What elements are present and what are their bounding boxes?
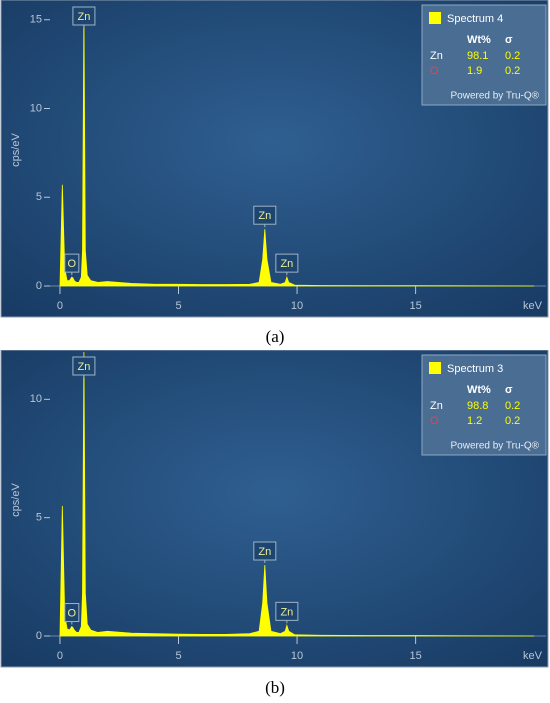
spectrum	[59, 9, 535, 287]
annotation-box	[72, 356, 96, 376]
annotation: Zn	[258, 546, 271, 558]
annotation-box	[253, 541, 277, 561]
legend-element: Zn	[430, 400, 443, 412]
y-tick-label: 0	[36, 630, 42, 642]
x-tick-label: 0	[57, 650, 63, 662]
y-tick-label: 5	[36, 191, 42, 203]
caption: (a)	[265, 327, 285, 346]
annotation: Zn	[77, 361, 90, 373]
y-axis-label: cps/eV	[10, 133, 22, 167]
annotation: O	[68, 607, 77, 619]
y-tick-label: 5	[36, 512, 42, 524]
legend-footer: Powered by Tru-Q®	[450, 441, 539, 452]
annotation-box	[72, 6, 96, 26]
y-tick-label: 10	[30, 102, 42, 114]
spectrum	[59, 351, 535, 637]
annotation: Zn	[258, 210, 271, 222]
legend-value: 1.9	[467, 65, 482, 77]
annotation: Zn	[280, 606, 293, 618]
legend-value: 1.2	[467, 415, 482, 427]
x-tick-label: 15	[409, 300, 421, 312]
legend-label: Spectrum 3	[447, 363, 503, 375]
x-axis-label: keV	[523, 650, 543, 662]
y-tick-label: 10	[30, 393, 42, 405]
chart: 0 5 10 15 0 5 10 15 keV cps/eV O Zn Zn Zn Spectrum 4 Wt…	[0, 0, 549, 318]
x-tick-label: 10	[291, 650, 303, 662]
legend-value: 98.1	[467, 50, 488, 62]
annotation-box	[64, 253, 80, 273]
legend-footer: Powered by Tru-Q®	[450, 91, 539, 102]
legend-box	[421, 4, 547, 106]
annotation: O	[68, 258, 77, 270]
legend-element: O	[430, 415, 439, 427]
x-tick-label: 5	[175, 650, 181, 662]
annotation-box	[64, 603, 80, 623]
legend-value: 0.2	[505, 50, 520, 62]
annotation-box	[275, 253, 299, 273]
legend-column-header: Wt%	[467, 34, 491, 46]
x-tick-label: 15	[409, 650, 421, 662]
annotation-box	[275, 601, 299, 621]
annotation: Zn	[280, 258, 293, 270]
legend-value: 98.8	[467, 400, 488, 412]
legend-value: 0.2	[505, 415, 520, 427]
annotation-box	[253, 205, 277, 225]
chart: 0 5 10 0 5 10 15 keV cps/eV O Zn Zn Zn Spectrum 3 Wt% σ…	[0, 350, 549, 668]
y-axis-label: cps/eV	[10, 483, 22, 517]
legend-column-header: σ	[505, 34, 513, 46]
caption: (b)	[265, 678, 285, 697]
legend-value: 0.2	[505, 65, 520, 77]
annotation: Zn	[77, 11, 90, 23]
legend-column-header: σ	[505, 384, 513, 396]
legend-box	[421, 354, 547, 456]
x-tick-label: 10	[291, 300, 303, 312]
legend-swatch	[429, 12, 441, 24]
x-tick-label: 5	[175, 300, 181, 312]
legend-column-header: Wt%	[467, 384, 491, 396]
y-tick-label: 0	[36, 280, 42, 292]
x-tick-label: 0	[57, 300, 63, 312]
y-tick-label: 15	[30, 14, 42, 26]
legend-value: 0.2	[505, 400, 520, 412]
legend-label: Spectrum 4	[447, 13, 503, 25]
legend-element: O	[430, 65, 439, 77]
x-axis-label: keV	[523, 300, 543, 312]
legend-swatch	[429, 362, 441, 374]
legend-element: Zn	[430, 50, 443, 62]
